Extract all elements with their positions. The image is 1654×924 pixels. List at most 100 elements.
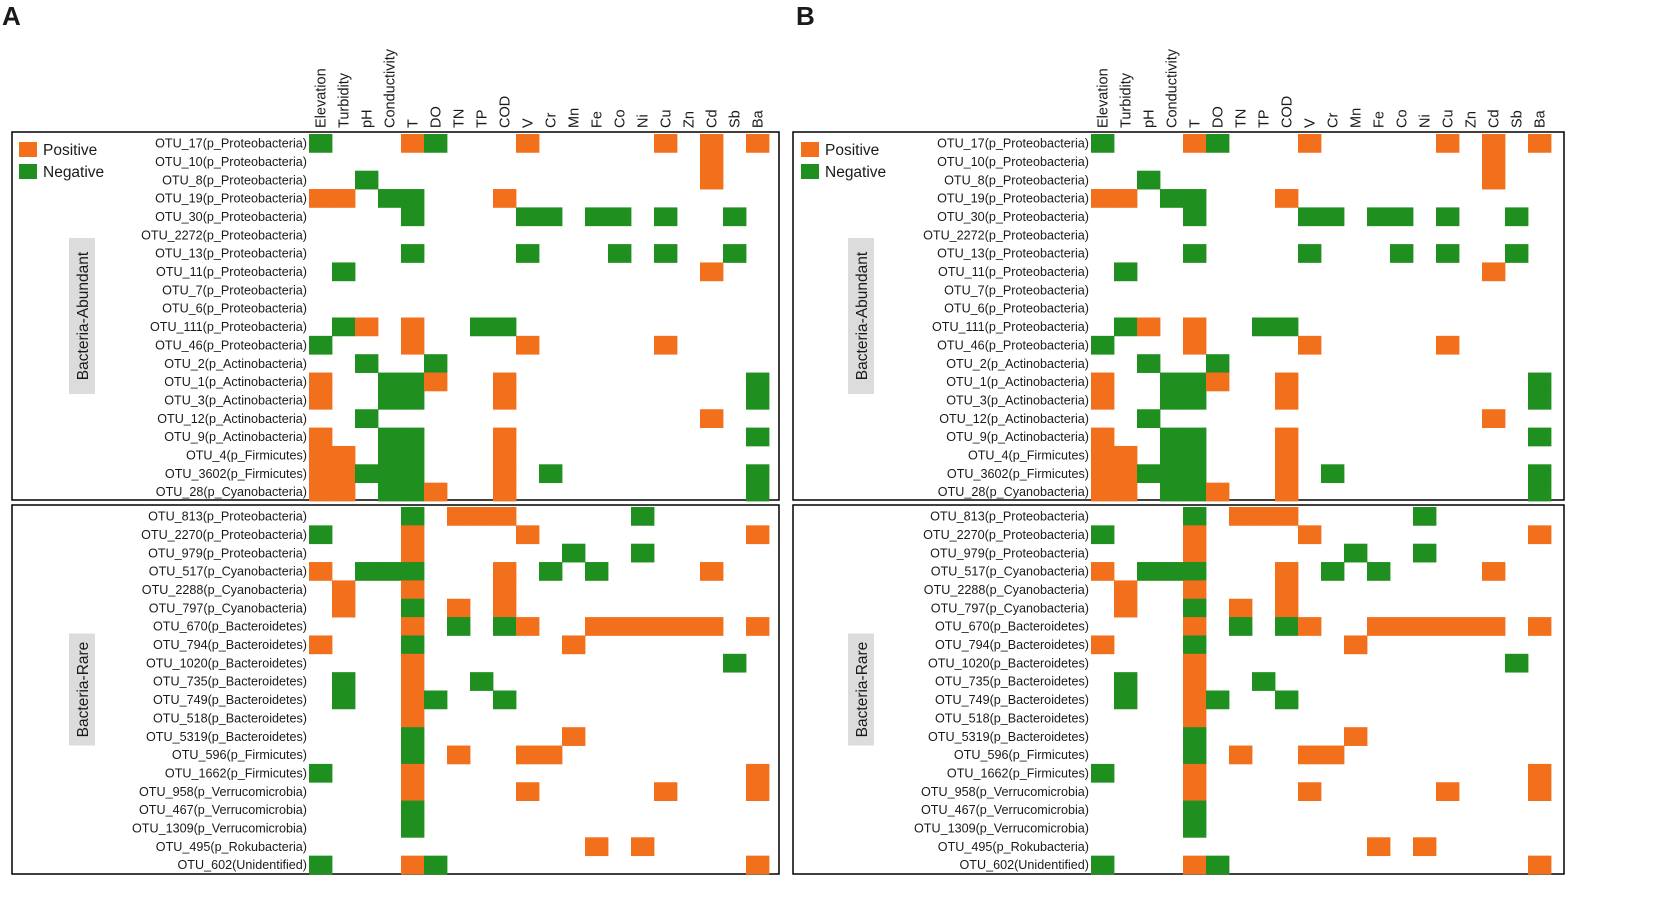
cell-positive [1183, 134, 1207, 153]
cell-positive [401, 335, 425, 355]
cell-positive [309, 390, 333, 410]
row-label: OTU_1(p_Actinobacteria) [946, 375, 1089, 389]
cell-negative [746, 372, 770, 392]
cell-positive [332, 598, 356, 618]
cell-positive [401, 763, 425, 783]
column-label: Cd [705, 109, 721, 128]
row-label: OTU_28(p_Cyanobacteria) [938, 485, 1089, 499]
cell-negative [1321, 207, 1345, 227]
cell-negative [1183, 507, 1207, 526]
column-label: TN [452, 109, 468, 128]
cell-positive [470, 507, 494, 526]
column-label: T [406, 119, 422, 128]
column-label: Sb [1510, 110, 1526, 128]
cell-negative [401, 445, 425, 465]
cell-negative [401, 800, 425, 820]
cell-positive [1091, 390, 1115, 410]
group-box [11, 504, 780, 875]
cell-positive [1183, 580, 1207, 600]
cell-positive [493, 598, 517, 618]
cell-positive [516, 782, 540, 801]
cell-positive [1275, 445, 1299, 465]
cell-positive [401, 525, 425, 545]
cell-negative [401, 427, 425, 447]
row-label: OTU_13(p_Proteobacteria) [155, 247, 307, 261]
column-label: pH [360, 109, 376, 128]
cell-positive [401, 782, 425, 801]
cell-negative [1091, 763, 1115, 783]
row-label: OTU_518(p_Bacteroidetes) [935, 711, 1089, 725]
cell-negative [1275, 617, 1299, 636]
cell-negative [1114, 317, 1138, 337]
row-label: OTU_2272(p_Proteobacteria) [141, 228, 307, 242]
cell-positive [1183, 653, 1207, 673]
cell-positive [631, 617, 655, 636]
cell-positive [1183, 763, 1207, 783]
cell-negative [1298, 244, 1322, 263]
row-label: OTU_1020(p_Bacteroidetes) [928, 656, 1089, 670]
column-label: Ni [1418, 114, 1434, 128]
row-label: OTU_3(p_Actinobacteria) [946, 393, 1089, 407]
cell-negative [746, 390, 770, 410]
cell-negative [1528, 427, 1552, 447]
cell-negative [654, 244, 678, 263]
column-label: Co [1395, 109, 1411, 128]
cell-positive [516, 335, 540, 355]
cell-negative [1206, 354, 1230, 373]
column-label: Conductivity [1165, 48, 1181, 128]
cell-negative [1183, 207, 1207, 227]
cell-positive [585, 617, 609, 636]
cell-positive [700, 617, 724, 636]
cell-negative [1160, 372, 1184, 392]
cell-positive [1114, 580, 1138, 600]
cell-negative [608, 207, 632, 227]
cell-positive [1344, 727, 1368, 746]
cell-negative [309, 525, 333, 545]
cell-negative [723, 207, 747, 227]
cell-positive [1298, 745, 1322, 765]
cell-negative [378, 445, 402, 465]
cell-positive [1275, 598, 1299, 618]
cell-negative [585, 562, 609, 581]
cell-negative [1091, 855, 1115, 875]
row-label: OTU_2270(p_Proteobacteria) [923, 528, 1089, 542]
cell-negative [378, 464, 402, 484]
row-label: OTU_5319(p_Bacteroidetes) [928, 730, 1089, 744]
column-label: Ba [751, 109, 767, 128]
cell-negative [631, 507, 655, 526]
row-label: OTU_9(p_Actinobacteria) [164, 430, 307, 444]
cell-positive [493, 464, 517, 484]
cell-positive [1114, 482, 1138, 502]
column-label: Conductivity [383, 48, 399, 128]
cell-negative [1505, 244, 1529, 263]
column-label: Turbidity [1119, 72, 1135, 128]
column-label: Co [613, 109, 629, 128]
cell-negative [309, 763, 333, 783]
column-label: Ni [636, 114, 652, 128]
cell-positive [585, 837, 609, 857]
row-label: OTU_670(p_Bacteroidetes) [153, 620, 307, 634]
cell-positive [562, 635, 586, 655]
cell-negative [1137, 170, 1161, 190]
legend-negative-swatch [19, 164, 37, 179]
cell-negative [1137, 562, 1161, 581]
cell-negative [539, 562, 563, 581]
cell-positive [309, 635, 333, 655]
cell-negative [378, 372, 402, 392]
cell-positive [1183, 708, 1207, 728]
cell-negative [1160, 427, 1184, 447]
cell-positive [401, 855, 425, 875]
cell-positive [1114, 445, 1138, 465]
cell-positive [332, 445, 356, 465]
cell-positive [1482, 409, 1506, 428]
row-label: OTU_17(p_Proteobacteria) [155, 137, 307, 151]
cell-negative [378, 562, 402, 581]
cell-positive [516, 617, 540, 636]
cell-negative [1252, 317, 1276, 337]
row-label: OTU_495(p_Rokubacteria) [156, 840, 307, 854]
cell-negative [401, 207, 425, 227]
row-label: OTU_794(p_Bacteroidetes) [935, 638, 1089, 652]
cell-positive [309, 189, 333, 208]
cell-positive [1482, 562, 1506, 581]
row-label: OTU_794(p_Bacteroidetes) [153, 638, 307, 652]
